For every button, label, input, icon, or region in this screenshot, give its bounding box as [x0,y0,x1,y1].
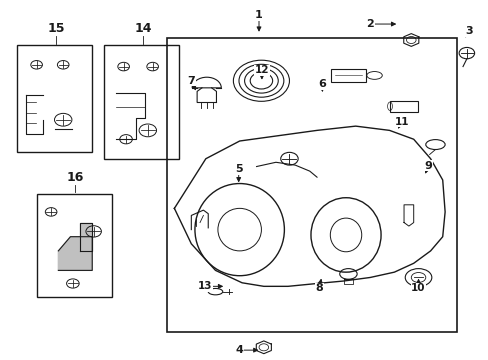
Text: 14: 14 [134,22,151,35]
Text: 10: 10 [410,283,425,293]
Text: 4: 4 [235,345,243,355]
Polygon shape [58,237,92,270]
Text: 1: 1 [255,10,263,20]
Text: 2: 2 [366,19,373,29]
Bar [389,101,417,112]
Text: 13: 13 [197,281,212,291]
Bar [104,45,179,159]
Text: 7: 7 [187,76,195,86]
Text: 11: 11 [393,117,408,126]
Text: 12: 12 [254,65,268,75]
Text: 6: 6 [317,79,325,89]
Text: 5: 5 [234,165,242,174]
Text: 16: 16 [66,171,84,184]
Text: 9: 9 [424,161,431,171]
Bar [167,38,456,332]
Bar [17,45,92,152]
Text: 8: 8 [315,283,323,293]
Text: 15: 15 [47,22,64,35]
Polygon shape [80,222,92,251]
Bar [330,69,365,82]
Text: 3: 3 [465,26,472,36]
Bar [37,194,111,297]
